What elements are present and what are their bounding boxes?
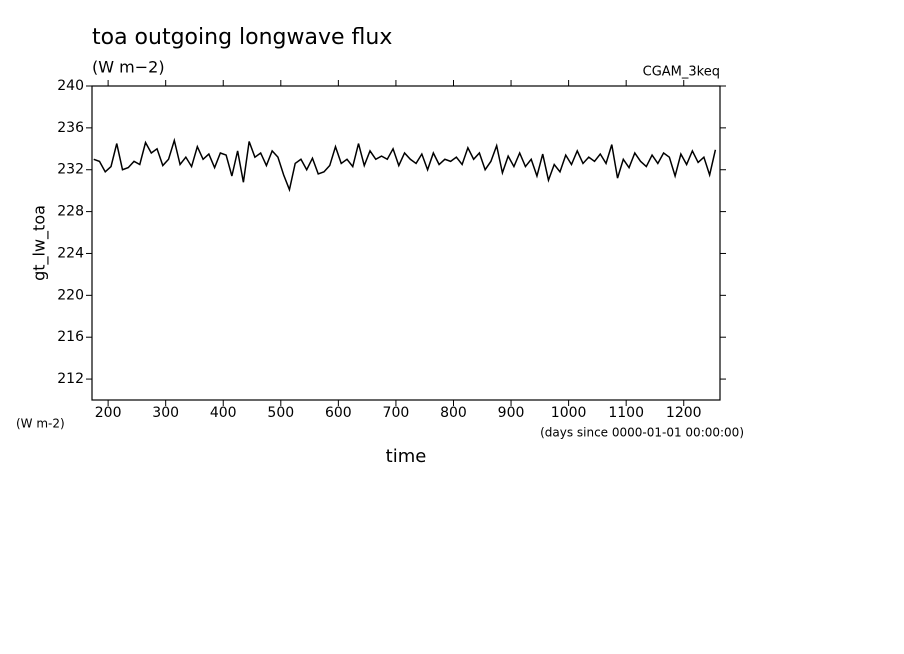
x-axis-label: time xyxy=(386,446,427,467)
chart-subtitle: (W m−2) xyxy=(92,58,165,77)
dataset-label: CGAM_3keq xyxy=(643,65,720,80)
x-tick-label: 700 xyxy=(383,405,410,421)
y-tick-label: 232 xyxy=(57,162,84,178)
y-tick-label: 212 xyxy=(57,371,84,387)
y-axis-label: gt_lw_toa xyxy=(30,205,50,281)
x-tick-label: 500 xyxy=(267,405,294,421)
y-tick-label: 240 xyxy=(57,78,84,94)
x-tick-label: 400 xyxy=(210,405,237,421)
x-tick-label: 200 xyxy=(95,405,122,421)
y-tick-label: 216 xyxy=(57,329,84,345)
x-tick-label: 1100 xyxy=(608,405,644,421)
y-tick-label: 224 xyxy=(57,245,84,261)
x-tick-label: 1200 xyxy=(666,405,702,421)
data-line xyxy=(93,137,717,193)
y-units: (W m-2) xyxy=(16,417,65,431)
x-tick-label: 600 xyxy=(325,405,352,421)
y-tick-label: 236 xyxy=(57,120,84,136)
y-tick-label: 228 xyxy=(57,204,84,220)
x-tick-label: 800 xyxy=(440,405,467,421)
x-units: (days since 0000-01-01 00:00:00) xyxy=(540,426,744,440)
y-tick-label: 220 xyxy=(57,287,84,303)
chart-title: toa outgoing longwave flux xyxy=(92,25,392,50)
x-tick-label: 1000 xyxy=(551,405,587,421)
plot-frame xyxy=(91,85,721,401)
x-tick-label: 900 xyxy=(498,405,525,421)
x-tick-label: 300 xyxy=(152,405,179,421)
